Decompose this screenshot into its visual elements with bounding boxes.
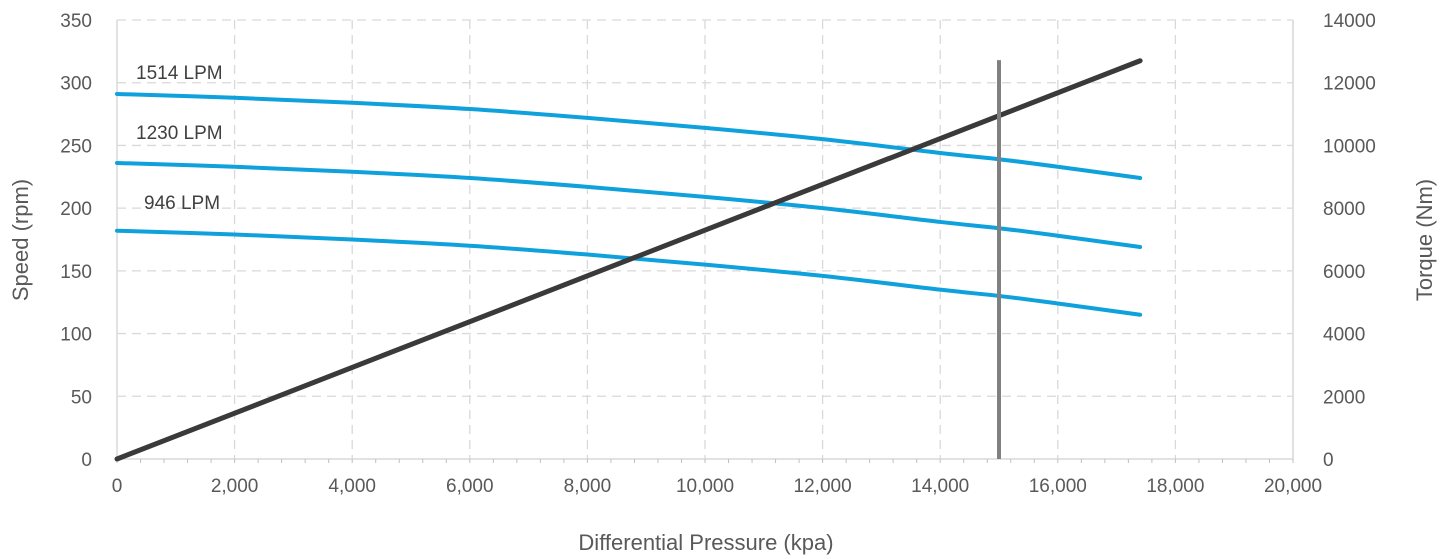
y-tick-label: 100 (60, 325, 92, 346)
y-tick-label: 200 (60, 199, 92, 220)
x-tick-label: 4,000 (328, 476, 376, 497)
y-tick-label: 150 (60, 262, 92, 283)
y-tick-label: 250 (60, 136, 92, 157)
x-tick-label: 18,000 (1146, 476, 1204, 497)
x-tick-label: 14,000 (911, 476, 969, 497)
series-line-1514-lpm (115, 92, 1143, 181)
y-tick-label: 0 (81, 450, 92, 471)
y2-tick-label: 0 (1323, 450, 1334, 471)
x-tick-label: 20,000 (1264, 476, 1322, 497)
x-tick-label: 12,000 (794, 476, 852, 497)
y2-tick-label: 2000 (1323, 387, 1365, 408)
y2-tick-label: 6000 (1323, 262, 1365, 283)
x-tick-label: 2,000 (211, 476, 259, 497)
y2-tick-label: 10000 (1323, 136, 1376, 157)
x-tick-label: 8,000 (564, 476, 612, 497)
x-tick-label: 0 (112, 476, 123, 497)
y-tick-label: 300 (60, 74, 92, 95)
y2-axis-title: Torque (Nm) (1412, 179, 1437, 301)
torque-line (114, 58, 1143, 462)
axes (116, 20, 1294, 463)
y-axis-title: Speed (rpm) (8, 179, 33, 301)
grid (117, 19, 1294, 459)
y2-tick-label: 4000 (1323, 325, 1365, 346)
y-tick-label: 50 (71, 387, 92, 408)
x-tick-label: 10,000 (676, 476, 734, 497)
x-tick-label: 16,000 (1029, 476, 1087, 497)
series-label-1514-lpm: 1514 LPM (136, 63, 223, 84)
series-label-1230-lpm: 1230 LPM (136, 123, 223, 144)
x-axis-title: Differential Pressure (kpa) (578, 530, 833, 555)
y2-tick-label: 8000 (1323, 199, 1365, 220)
y-tick-label: 350 (60, 11, 92, 32)
y2-tick-label: 14000 (1323, 11, 1376, 32)
series-line-946-lpm (115, 228, 1143, 317)
y2-tick-label: 12000 (1323, 74, 1376, 95)
tick-labels: 0 2,000 4,000 6,000 8,000 10,000 12,000 14,000 1… (60, 11, 1376, 497)
series (114, 58, 1143, 462)
series-line-1230-lpm (115, 160, 1143, 250)
series-label-946-lpm: 946 LPM (144, 193, 220, 214)
x-tick-label: 6,000 (446, 476, 494, 497)
